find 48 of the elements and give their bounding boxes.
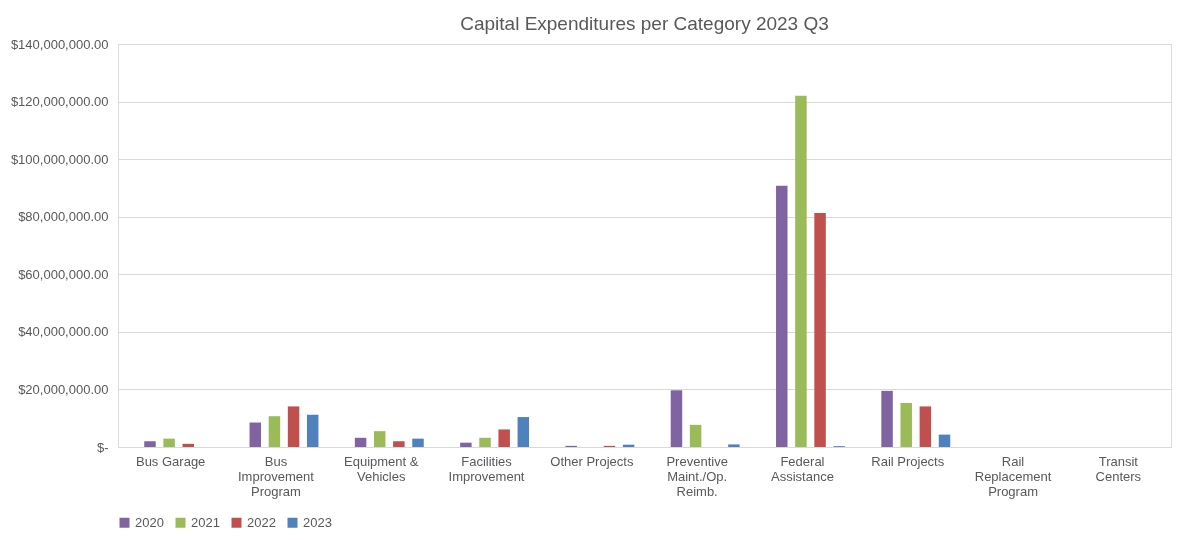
y-tick-label: $-	[96, 439, 109, 455]
bar	[900, 402, 912, 447]
y-tick-label: $40,000,000.00	[18, 324, 109, 340]
bar	[479, 437, 491, 447]
bar	[144, 441, 156, 447]
bar	[287, 406, 300, 447]
y-tick-label: $120,000,000.00	[10, 94, 109, 110]
bar	[268, 416, 281, 447]
legend-label: 2021	[191, 514, 220, 530]
legend-label: 2022	[247, 514, 276, 530]
bar	[670, 390, 683, 447]
bar	[517, 417, 530, 447]
bar	[249, 422, 262, 447]
bar	[163, 438, 175, 447]
bar	[182, 443, 195, 447]
x-tick-label: Rail Replacement Program	[974, 453, 1052, 499]
bar	[498, 429, 510, 447]
chart-title: Capital Expenditures per Category 2023 Q3	[460, 13, 829, 34]
x-tick-label: Equipment & Vehicles	[344, 453, 419, 484]
bar	[795, 95, 807, 447]
bar	[776, 185, 788, 447]
y-tick-label: $100,000,000.00	[10, 151, 109, 167]
x-tick-label: Facilities Improvement	[448, 453, 525, 484]
bar	[728, 444, 740, 447]
legend-label: 2023	[303, 514, 332, 530]
x-tick-label: Federal Assistance	[771, 453, 834, 484]
bar	[354, 437, 367, 447]
bar	[393, 441, 405, 447]
bar	[306, 414, 319, 447]
bar	[412, 438, 424, 447]
legend-label: 2020	[135, 514, 164, 530]
bar	[373, 431, 386, 447]
x-tick-label: Rail Projects	[871, 453, 945, 469]
x-tick-label: Transit Centers	[1095, 453, 1142, 484]
bar	[938, 434, 951, 447]
x-tick-label: Other Projects	[550, 453, 634, 469]
bar	[689, 424, 702, 447]
x-tick-label: Bus Garage	[135, 453, 206, 469]
y-tick-label: $140,000,000.00	[10, 36, 109, 52]
x-tick-label: Preventive Maint./Op. Reimb.	[666, 453, 728, 499]
y-tick-label: $20,000,000.00	[18, 381, 109, 397]
bar	[881, 390, 893, 447]
bar	[919, 406, 932, 447]
y-tick-label: $60,000,000.00	[18, 266, 109, 282]
y-tick-label: $80,000,000.00	[18, 209, 109, 225]
bar	[814, 212, 826, 447]
x-tick-label: Bus Improvement Program	[238, 453, 315, 499]
bar	[460, 442, 472, 447]
